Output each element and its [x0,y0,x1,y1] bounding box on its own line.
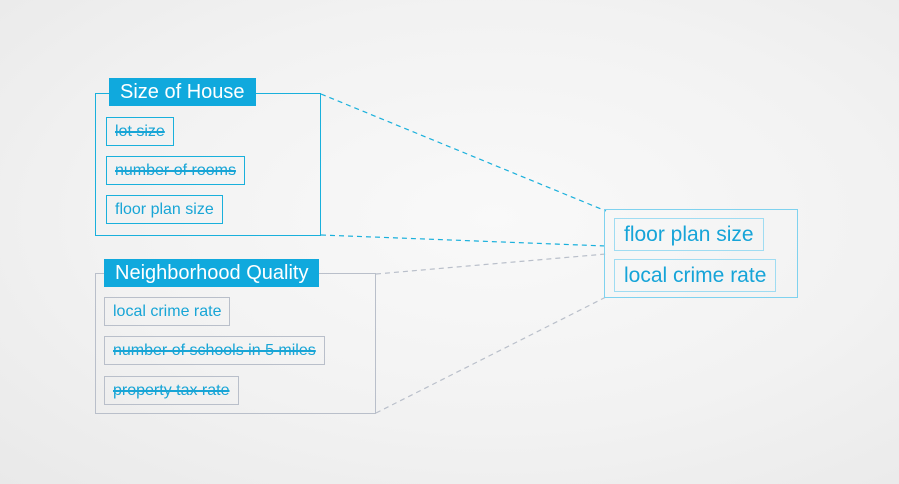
feature-number-of-schools: number of schools in 5 miles [104,336,325,365]
selected-feature-floor-plan-size: floor plan size [614,218,764,251]
selected-feature-local-crime-rate: local crime rate [614,259,777,292]
connector-size-bottom [320,234,607,247]
feature-number-of-rooms: number of rooms [106,156,245,185]
feature-property-tax-rate: property tax rate [104,376,239,405]
feature-lot-size: lot size [106,117,174,146]
connector-size-top [320,93,607,212]
size-of-house-title: Size of House [109,78,256,106]
feature-local-crime-rate: local crime rate [104,297,231,326]
feature-floor-plan-size: floor plan size [106,195,223,224]
connector-hood-top [375,253,607,275]
connector-hood-bottom [375,296,607,414]
neighborhood-quality-title: Neighborhood Quality [104,259,320,287]
selected-features-box [604,209,798,298]
